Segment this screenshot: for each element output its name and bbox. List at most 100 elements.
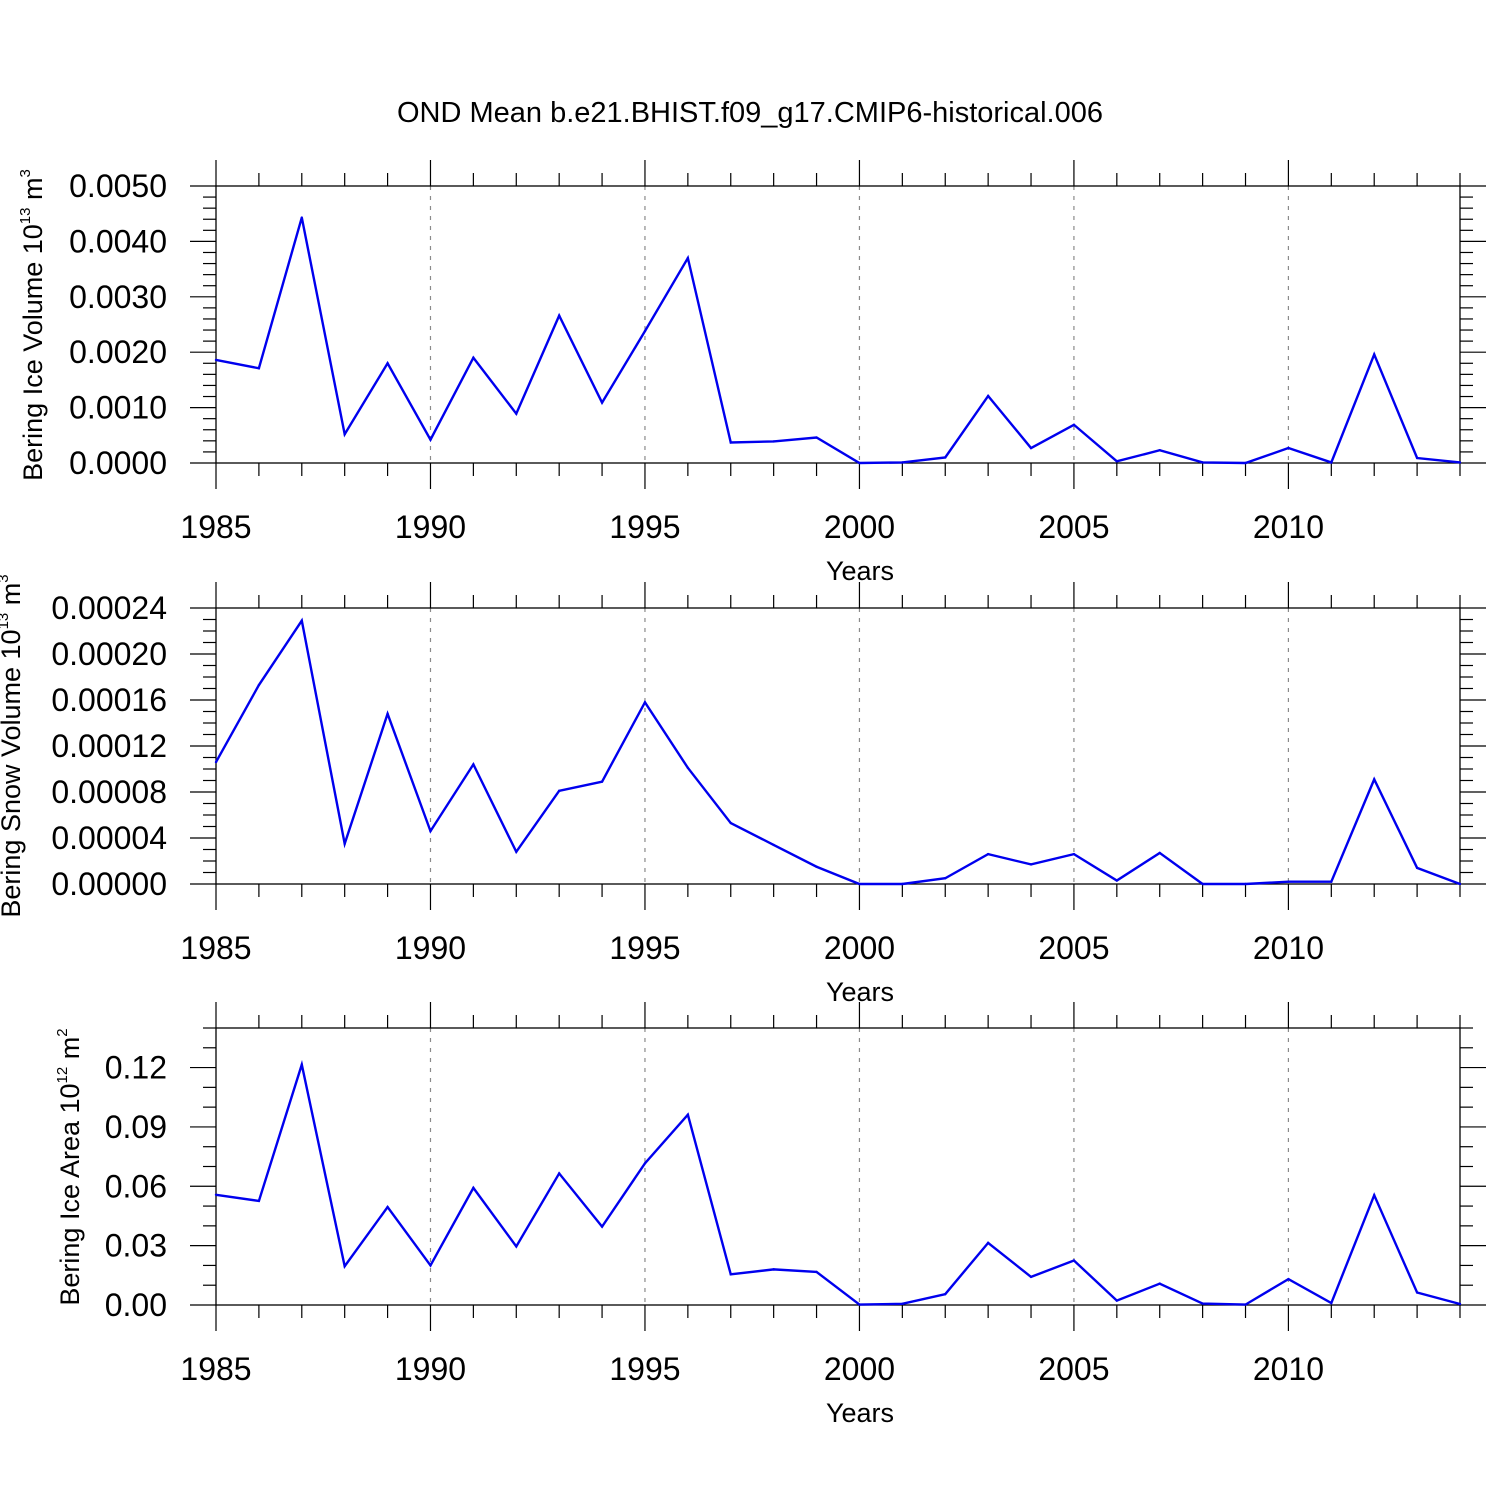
x-tick-label: 1990 xyxy=(395,509,466,545)
data-point xyxy=(343,1265,346,1268)
data-point xyxy=(343,842,346,845)
y-axis-title-superscript: 3 xyxy=(17,169,34,177)
data-point xyxy=(643,701,647,704)
x-tick-label: 2000 xyxy=(824,930,895,966)
data-point xyxy=(986,1241,990,1245)
y-tick-label: 0.0030 xyxy=(69,279,167,315)
data-point xyxy=(515,1245,518,1248)
x-tick-label: 2010 xyxy=(1253,930,1324,966)
data-point xyxy=(429,829,432,833)
data-point xyxy=(515,850,518,853)
data-point xyxy=(643,1162,647,1165)
y-axis-title-part: m xyxy=(0,583,26,613)
data-point xyxy=(300,619,303,622)
panels: 1985 1990 1995 2000 2005 2010 0.0000 0.0010 0.00… xyxy=(0,160,1486,1428)
data-point xyxy=(1330,1301,1333,1305)
x-tick-label: 2010 xyxy=(1253,509,1324,545)
data-point xyxy=(1373,778,1376,781)
y-tick-label: 0.0050 xyxy=(69,168,167,204)
data-point xyxy=(729,1273,732,1276)
data-point xyxy=(1158,851,1161,855)
x-tick-label: 1985 xyxy=(180,930,251,966)
data-point xyxy=(214,1193,218,1196)
x-axis-title: Years xyxy=(826,556,894,586)
data-point xyxy=(1029,863,1033,866)
data-point xyxy=(1201,461,1204,464)
data-point xyxy=(1373,1193,1376,1197)
data-point xyxy=(1115,460,1119,463)
y-axis-title-superscript: 13 xyxy=(17,207,34,224)
x-tick-label: 2005 xyxy=(1038,509,1109,545)
y-tick-label: 0.0000 xyxy=(69,445,167,481)
y-tick-label: 0.00000 xyxy=(51,866,167,902)
data-point xyxy=(815,1270,818,1274)
data-point xyxy=(1201,1302,1204,1305)
panel-1: 1985 1990 1995 2000 2005 2010 0.0000 0.0010 0.00… xyxy=(17,160,1486,586)
panel-3: 1985 1990 1995 2000 2005 2010 0.00 0.03 0.06 0.09… xyxy=(54,1002,1486,1428)
x-tick-label: 2005 xyxy=(1038,930,1109,966)
data-point xyxy=(858,882,861,886)
data-point xyxy=(1244,1303,1247,1306)
y-tick-label: 0.0020 xyxy=(69,334,167,370)
data-point xyxy=(300,216,303,219)
data-point xyxy=(944,456,947,459)
data-point xyxy=(772,1268,775,1271)
data-point xyxy=(257,1199,261,1203)
y-tick-label: 0.00024 xyxy=(51,590,167,626)
series-line xyxy=(214,617,1461,886)
x-tick-label: 1985 xyxy=(180,1351,251,1387)
data-point xyxy=(600,780,604,783)
x-axis-title: Years xyxy=(826,1398,894,1428)
data-point xyxy=(557,789,561,793)
x-tick-label: 2005 xyxy=(1038,1351,1109,1387)
data-point xyxy=(858,461,861,465)
data-point xyxy=(944,1292,947,1296)
y-axis-title-part: m xyxy=(18,177,48,207)
x-tick-label: 1985 xyxy=(180,509,251,545)
data-point xyxy=(901,882,904,886)
y-axis-title: Bering Ice Volume 1013 m3 xyxy=(17,169,48,481)
data-point xyxy=(386,1205,389,1209)
data-point xyxy=(1287,1277,1290,1281)
data-point xyxy=(257,367,261,370)
data-point xyxy=(472,356,475,359)
data-point xyxy=(1244,882,1247,886)
data-point xyxy=(1458,882,1462,886)
data-point xyxy=(901,1302,904,1306)
data-point xyxy=(643,329,647,333)
data-point xyxy=(1415,866,1419,870)
panel-2: 1985 1990 1995 2000 2005 2010 0.00000 0.00004 0.… xyxy=(0,574,1486,1007)
y-axis-title-part: m xyxy=(55,1037,85,1067)
data-point xyxy=(686,256,690,260)
data-point xyxy=(1115,879,1119,882)
data-point xyxy=(1330,880,1333,883)
y-axis-title-superscript: 12 xyxy=(54,1067,71,1084)
data-point xyxy=(1072,852,1076,856)
y-tick-label: 0.06 xyxy=(105,1168,167,1204)
y-tick-label: 0.00020 xyxy=(51,636,167,672)
y-axis-title: Bering Snow Volume 1013 m3 xyxy=(0,574,26,917)
data-point xyxy=(1029,1275,1033,1279)
data-point xyxy=(1287,446,1290,450)
y-tick-label: 0.00 xyxy=(105,1287,167,1323)
data-point xyxy=(986,852,990,856)
data-point xyxy=(472,763,475,766)
x-tick-label: 1990 xyxy=(395,1351,466,1387)
y-axis-title-part: Bering Ice Area 10 xyxy=(55,1083,85,1305)
y-axis-title-superscript: 13 xyxy=(0,613,12,630)
x-tick-label: 1995 xyxy=(609,509,680,545)
y-tick-label: 0.0010 xyxy=(69,390,167,426)
y-axis-title: Bering Ice Area 1012 m2 xyxy=(54,1028,85,1305)
plot-frame xyxy=(215,1027,1461,1306)
data-point xyxy=(1072,1259,1076,1262)
data-point xyxy=(343,432,346,436)
data-point xyxy=(1158,1282,1161,1285)
y-axis-title-superscript: 2 xyxy=(54,1028,71,1036)
data-point xyxy=(600,401,604,404)
plot-frame xyxy=(215,607,1461,885)
data-point xyxy=(1415,456,1419,460)
series-line xyxy=(215,1059,1461,1306)
data-point xyxy=(686,766,690,770)
data-point xyxy=(686,1113,690,1116)
